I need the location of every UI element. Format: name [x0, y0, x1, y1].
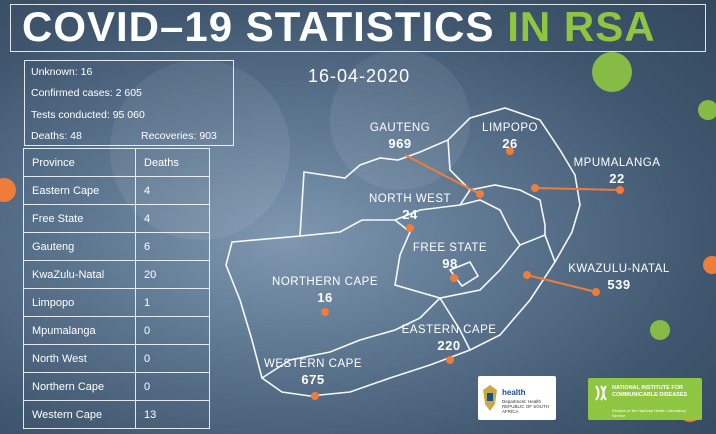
province-name: NORTH WEST — [368, 193, 452, 205]
table-header-row: Province Deaths — [23, 148, 210, 177]
table-row: KwaZulu-Natal 20 — [23, 260, 210, 289]
province-cases: 22 — [609, 171, 625, 186]
deaths-cell: 4 — [135, 176, 210, 205]
health-logo-subtitle: Department: Health REPUBLIC OF SOUTH AFR… — [502, 399, 550, 414]
title-frame — [10, 4, 706, 52]
deaths-cell: 0 — [135, 316, 210, 345]
label-limpopo: LIMPOPO 26 — [482, 122, 538, 151]
deaths-stat: Deaths: 48 — [31, 130, 82, 142]
confirmed-stat: Confirmed cases: 2 605 — [31, 87, 142, 99]
table-row: Gauteng 6 — [23, 232, 210, 261]
table-row: Western Cape 13 — [23, 400, 210, 429]
province-name: NORTHERN CAPE — [272, 276, 378, 288]
label-northern-cape: NORTHERN CAPE 16 — [272, 276, 378, 305]
report-date: 16-04-2020 — [308, 66, 411, 86]
label-eastern-cape: EASTERN CAPE 220 — [402, 324, 497, 353]
province-cell: Northern Cape — [23, 372, 136, 401]
deaths-cell: 20 — [135, 260, 210, 289]
province-cases: 16 — [317, 290, 333, 305]
health-logo-title: health — [502, 388, 526, 397]
nicd-logo-title: NATIONAL INSTITUTE FOR COMMUNICABLE DISE… — [612, 385, 688, 398]
table-row: Limpopo 1 — [23, 288, 210, 317]
deaths-cell: 13 — [135, 400, 210, 429]
unknown-stat: Unknown: 16 — [31, 66, 93, 78]
province-name: LIMPOPO — [482, 122, 538, 134]
province-cases: 539 — [607, 277, 631, 292]
province-cell: Mpumalanga — [23, 316, 136, 345]
deaths-cell: 0 — [135, 372, 210, 401]
label-free-state: FREE STATE 98 — [413, 242, 487, 271]
deaths-cell: 6 — [135, 232, 210, 261]
table-row: Mpumalanga 0 — [23, 316, 210, 345]
leader-lines — [404, 154, 621, 293]
province-cell: Eastern Cape — [23, 176, 136, 205]
label-north-west: NORTH WEST 24 — [369, 193, 451, 222]
coat-of-arms-icon — [483, 385, 497, 411]
province-cases: 969 — [388, 136, 412, 151]
province-cases: 24 — [402, 207, 418, 222]
province-cases: 98 — [442, 256, 458, 271]
page-title: COVID–19 STATISTICS IN RSA — [22, 3, 656, 51]
province-cell: Limpopo — [23, 288, 136, 317]
tests-stat: Tests conducted: 95 060 — [31, 109, 145, 121]
south-africa-map — [225, 107, 581, 397]
province-name: EASTERN CAPE — [401, 324, 497, 336]
province-name: GAUTENG — [369, 122, 431, 134]
nicd-logo: NATIONAL INSTITUTE FOR COMMUNICABLE DISE… — [588, 378, 702, 420]
province-cell: Gauteng — [23, 232, 136, 261]
table-row: Free State 4 — [23, 204, 210, 233]
label-western-cape: WESTERN CAPE 675 — [264, 358, 362, 387]
province-cases: 26 — [502, 136, 518, 151]
province-name: KWAZULU-NATAL — [568, 263, 670, 275]
province-name: FREE STATE — [412, 242, 488, 254]
province-cell: North West — [23, 344, 136, 373]
deaths-header: Deaths — [135, 148, 210, 177]
province-cases: 220 — [437, 338, 461, 353]
title-highlight: IN RSA — [507, 3, 656, 50]
summary-box: Unknown: 16 Confirmed cases: 2 605 Tests… — [24, 60, 234, 146]
health-department-logo: health Department: Health REPUBLIC OF SO… — [478, 376, 556, 420]
province-cases: 675 — [301, 372, 325, 387]
province-cell: KwaZulu-Natal — [23, 260, 136, 289]
deaths-by-province-table: Province Deaths Eastern Cape 4 Free State… — [23, 148, 210, 429]
nicd-emblem-icon — [595, 385, 607, 401]
province-markers — [311, 147, 624, 400]
recoveries-stat: Recoveries: 903 — [141, 130, 217, 142]
province-header: Province — [23, 148, 136, 177]
province-name: WESTERN CAPE — [263, 358, 363, 370]
deaths-cell: 0 — [135, 344, 210, 373]
table-row: Northern Cape 0 — [23, 372, 210, 401]
label-kwazulu-natal: KWAZULU-NATAL 539 — [568, 263, 670, 292]
title-main: COVID–19 STATISTICS — [22, 3, 495, 50]
deaths-cell: 1 — [135, 288, 210, 317]
province-cell: Western Cape — [23, 400, 136, 429]
nicd-logo-subtitle: Division of the National Health Laborato… — [612, 408, 686, 418]
table-row: Eastern Cape 4 — [23, 176, 210, 205]
province-cell: Free State — [23, 204, 136, 233]
label-mpumalanga: MPUMALANGA 22 — [574, 157, 661, 186]
province-name: MPUMALANGA — [573, 157, 661, 169]
label-gauteng: GAUTENG 969 — [370, 122, 430, 151]
deaths-cell: 4 — [135, 204, 210, 233]
table-row: North West 0 — [23, 344, 210, 373]
